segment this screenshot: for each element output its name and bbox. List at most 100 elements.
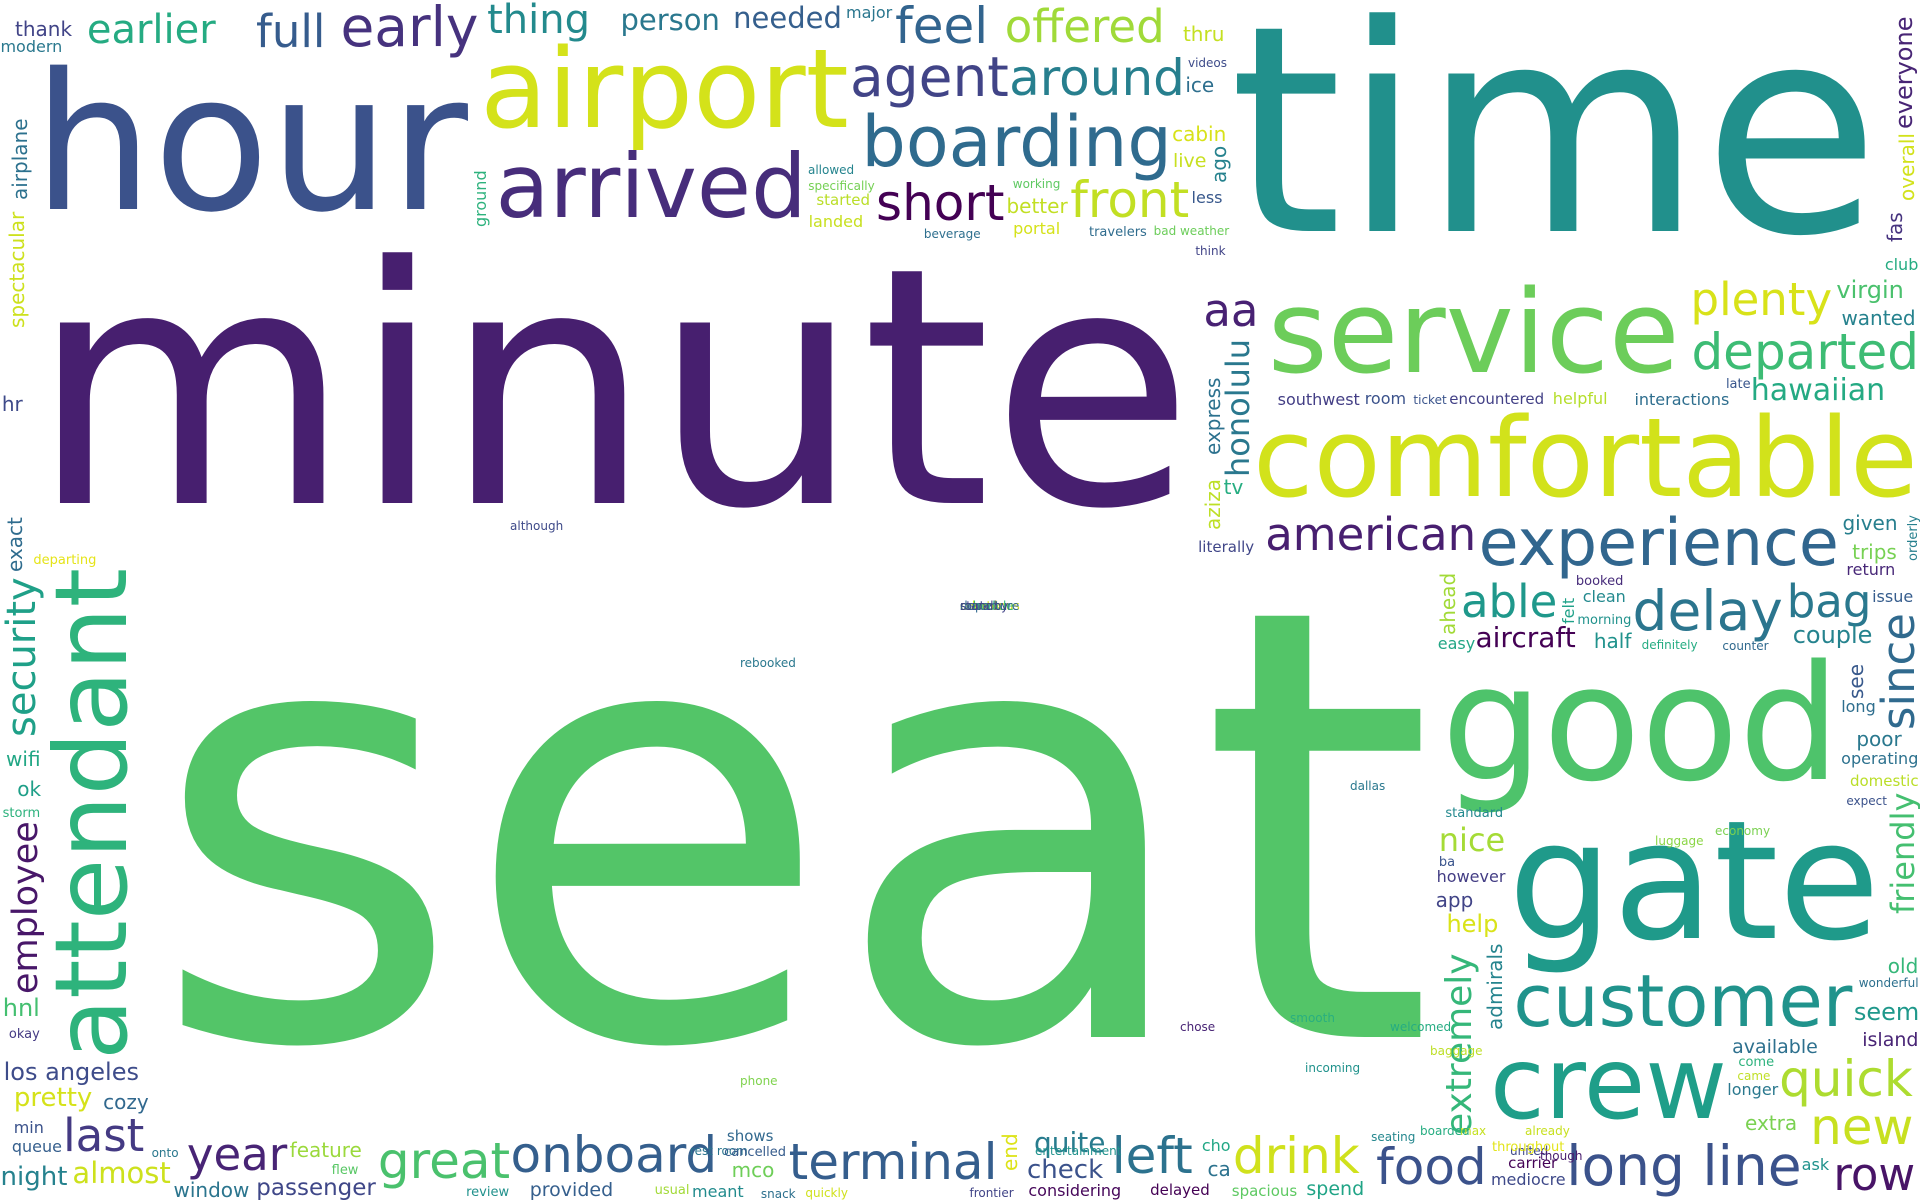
word-encountered: encountered — [1449, 390, 1545, 409]
word-hawaiian: hawaiian — [1750, 372, 1886, 408]
word-friendly: friendly — [1884, 792, 1920, 914]
word-hour: hour — [32, 32, 468, 254]
word-live: live — [1172, 150, 1207, 173]
word-interactions: interactions — [1634, 389, 1730, 409]
word-quite: quite — [1034, 1126, 1106, 1160]
word-employee: employee — [6, 821, 47, 995]
word-arrived: arrived — [495, 134, 807, 238]
word-wifi: wifi — [6, 746, 41, 771]
word-helpful: helpful — [1552, 389, 1608, 409]
word-wanted: wanted — [1841, 306, 1916, 331]
word-thank: thank — [15, 17, 73, 41]
word-felt: felt — [1558, 597, 1578, 624]
word-queue: queue — [11, 1136, 62, 1156]
word-cho: cho — [1201, 1136, 1231, 1156]
word-everyone: everyone — [1889, 16, 1918, 129]
word-passenger: passenger — [256, 1174, 376, 1201]
word-terminal: terminal — [788, 1133, 998, 1192]
word-beverage: beverage — [923, 226, 981, 241]
word-gate: gate — [1508, 784, 1881, 977]
word-incoming: incoming — [1305, 1061, 1361, 1075]
word-tv: tv — [1223, 474, 1244, 499]
word-rebook: rebook — [960, 599, 1002, 613]
word-economy: economy — [1715, 824, 1771, 838]
word-entertainment: entertainment — [1035, 1144, 1122, 1158]
word-bag: bag — [1786, 574, 1872, 628]
word-front: front — [1070, 170, 1190, 229]
word-bad-weather: bad weather — [1153, 224, 1230, 239]
word-operating: operating — [1841, 748, 1919, 768]
word-early: early — [340, 0, 479, 59]
word-route: route — [960, 599, 992, 613]
word-drink: drink — [1232, 1127, 1360, 1186]
word-issue: issue — [1872, 586, 1914, 606]
word-storm: storm — [2, 806, 41, 822]
word-usual: usual — [654, 1182, 690, 1198]
word-virgin: virgin — [1836, 275, 1904, 304]
word-extra: extra — [1744, 1110, 1798, 1135]
word-offered: offered — [1004, 0, 1165, 53]
word-seat: seat — [150, 480, 1435, 1179]
word-flew: flew — [331, 1162, 359, 1178]
word-check: check — [1027, 1155, 1104, 1186]
word-spacious: spacious — [1231, 1181, 1298, 1200]
word-landed: landed — [808, 211, 864, 231]
word-dallas: dallas — [1350, 779, 1386, 793]
word-onto: onto — [151, 1145, 179, 1160]
word-around: around — [1009, 48, 1185, 107]
word-club: club — [1884, 254, 1919, 274]
word-aziza: aziza — [1200, 478, 1225, 530]
word-morning: morning — [1577, 613, 1632, 628]
word-comfortable: comfortable — [1252, 394, 1918, 523]
word-started: started — [816, 191, 871, 210]
word-window: window — [173, 1177, 250, 1202]
word-came: came — [1737, 1068, 1771, 1083]
word-ago: ago — [1206, 145, 1231, 183]
word-exact: exact — [2, 516, 27, 572]
word-agent: agent — [850, 45, 1009, 110]
word-easy: easy — [1437, 633, 1476, 653]
word-help: help — [1446, 910, 1499, 939]
word-last: last — [63, 1109, 145, 1163]
word-given: given — [1842, 510, 1898, 535]
word-ask: ask — [1801, 1155, 1830, 1175]
word-new: new — [1810, 1098, 1914, 1157]
word-time: time — [1229, 0, 1880, 300]
word-phone: phone — [740, 1074, 778, 1088]
word-review: review — [466, 1184, 510, 1200]
word-old: old — [1887, 954, 1919, 979]
word-food: food — [1376, 1137, 1487, 1196]
word-poor: poor — [1856, 726, 1902, 751]
word-cancelled: cancelled — [724, 1145, 787, 1161]
word-however: however — [1436, 866, 1506, 886]
word-considering: considering — [1028, 1181, 1122, 1201]
word-minute: minute — [30, 196, 1194, 581]
word-los-angeles: los angeles — [3, 1057, 139, 1086]
word-ok: ok — [17, 777, 42, 802]
word-ticket: ticket — [1413, 393, 1447, 408]
word-courteous: courteous — [960, 599, 1020, 613]
word-overall: overall — [1894, 133, 1919, 202]
word-room: room — [1364, 389, 1407, 409]
word-rest-room: rest room — [690, 1144, 748, 1158]
word-min: min — [13, 1118, 44, 1138]
word-although: although — [510, 519, 564, 533]
word-definitely: definitely — [1641, 638, 1698, 653]
word-chose: chose — [1180, 1020, 1216, 1034]
word-cabin: cabin — [1172, 121, 1227, 146]
word-half: half — [1593, 629, 1632, 654]
word-aa: aa — [1203, 284, 1259, 338]
word-admirals: admirals — [1482, 943, 1507, 1030]
word-specifically: specifically — [808, 178, 875, 193]
word-thing: thing — [487, 0, 590, 43]
word-delayed: delayed — [1150, 1180, 1210, 1199]
word-year: year — [186, 1128, 288, 1182]
word-spectacular: spectacular — [5, 211, 30, 328]
word-meant: meant — [692, 1181, 744, 1201]
word-delay: delay — [1632, 578, 1783, 643]
word-snack: snack — [760, 1186, 796, 1201]
word-since: since — [1872, 612, 1920, 730]
word-booked: booked — [1575, 574, 1624, 590]
word-able: able — [1460, 574, 1558, 628]
word-feature: feature — [289, 1138, 362, 1163]
